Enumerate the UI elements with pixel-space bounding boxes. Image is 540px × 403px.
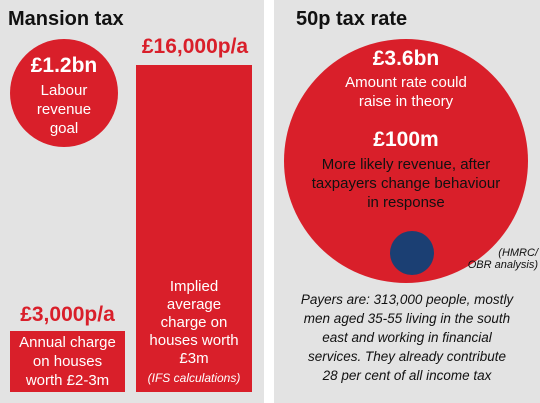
likely-revenue-label-1: More likely revenue, after	[321, 156, 491, 173]
implied-charge-label-4: houses worth	[149, 332, 239, 349]
labour-revenue-label-1: Labour	[40, 82, 88, 99]
implied-charge-source: (IFS calculations)	[147, 371, 241, 385]
annual-charge-label-3: worth £2-3m	[25, 372, 110, 389]
payers-note: Payers are: 313,000 people, mostly men a…	[276, 290, 538, 385]
annual-charge-label-2: on houses	[32, 353, 103, 370]
payers-note-line-2: men aged 35-55 living in the south	[303, 311, 511, 326]
fifty-p-tax-title: 50p tax rate	[296, 8, 408, 30]
payers-note-line-1: Payers are: 313,000 people, mostly	[300, 292, 514, 307]
likely-revenue-circle	[390, 231, 434, 275]
implied-charge-bar: Implied average charge on houses worth £…	[136, 65, 252, 392]
theoretical-revenue-label-2: raise in theory	[358, 93, 454, 110]
theoretical-revenue-circle: £3.6bn Amount rate could raise in theory…	[284, 39, 528, 283]
labour-revenue-label-3: goal	[49, 120, 79, 137]
likely-revenue-label-2: taxpayers change behaviour	[311, 175, 501, 192]
annual-charge-label-1: Annual charge	[19, 334, 116, 351]
labour-revenue-goal-circle: £1.2bn Labour revenue goal	[10, 39, 118, 147]
mansion-tax-panel: Mansion tax £1.2bn Labour revenue goal £…	[0, 0, 264, 403]
annual-charge-bar: Annual charge on houses worth £2-3m	[10, 331, 125, 392]
payers-note-line-5: 28 per cent of all income tax	[322, 368, 492, 383]
hmrc-source-line-1: (HMRC/	[498, 247, 538, 259]
likely-revenue-value: £100m	[373, 128, 439, 151]
annual-charge-value: £3,000p/a	[20, 303, 115, 326]
labour-revenue-value: £1.2bn	[30, 54, 98, 77]
hmrc-source: (HMRC/ OBR analysis)	[452, 247, 538, 271]
mansion-tax-title: Mansion tax	[8, 8, 124, 30]
payers-note-line-4: services. They already contribute	[307, 349, 507, 364]
labour-revenue-label-2: revenue	[36, 101, 92, 118]
fifty-p-tax-panel: 50p tax rate £3.6bn Amount rate could ra…	[274, 0, 540, 403]
payers-note-line-3: east and working in financial	[322, 330, 492, 345]
implied-charge-label-5: £3m	[179, 350, 209, 367]
theoretical-revenue-label-1: Amount rate could	[345, 74, 467, 91]
implied-charge-label-2: average	[166, 296, 222, 313]
implied-charge-label-3: charge on	[160, 314, 228, 331]
implied-charge-label-1: Implied	[169, 278, 219, 295]
theoretical-revenue-value: £3.6bn	[372, 47, 440, 70]
hmrc-source-line-2: OBR analysis)	[467, 259, 538, 271]
implied-charge-value: £16,000p/a	[141, 35, 249, 58]
likely-revenue-label-3: in response	[367, 194, 445, 211]
